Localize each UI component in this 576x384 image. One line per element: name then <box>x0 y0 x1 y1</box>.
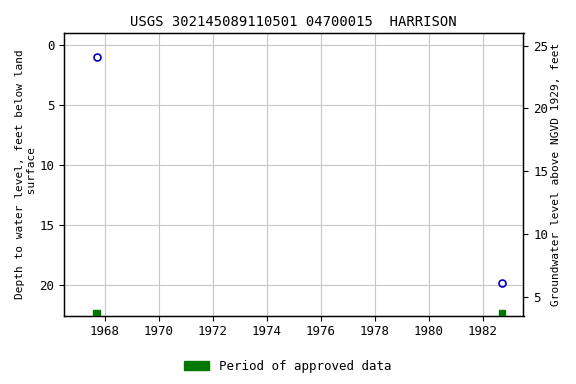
Legend: Period of approved data: Period of approved data <box>179 355 397 378</box>
Bar <box>93 310 100 319</box>
Y-axis label: Groundwater level above NGVD 1929, feet: Groundwater level above NGVD 1929, feet <box>551 43 561 306</box>
Y-axis label: Depth to water level, feet below land
 surface: Depth to water level, feet below land su… <box>15 50 37 299</box>
Title: USGS 302145089110501 04700015  HARRISON: USGS 302145089110501 04700015 HARRISON <box>131 15 457 29</box>
Bar <box>499 310 505 319</box>
